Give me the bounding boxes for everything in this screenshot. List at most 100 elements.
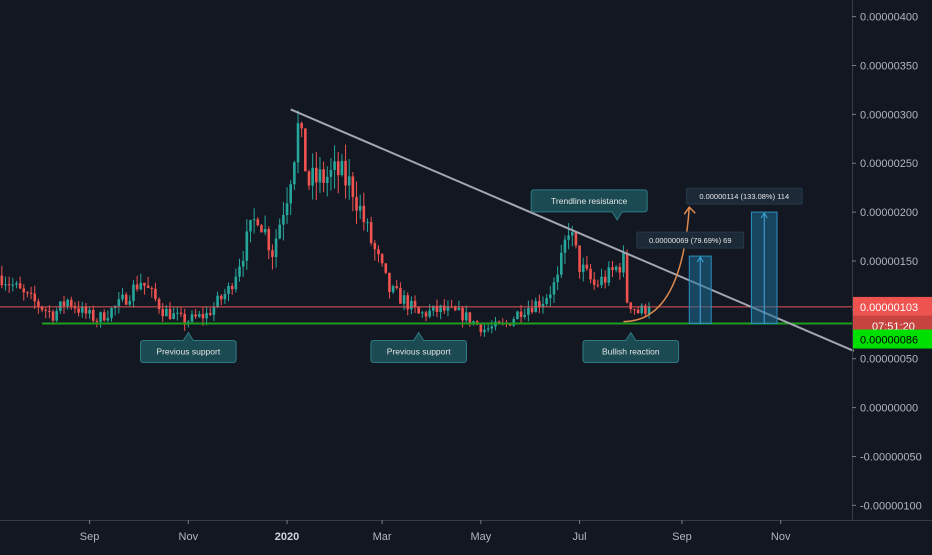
callout-box: [530, 189, 648, 221]
candle-body: [574, 232, 578, 246]
candle-body: [238, 266, 241, 277]
candle-body: [249, 220, 252, 232]
candle-body: [274, 238, 278, 257]
candle-body: [358, 205, 362, 211]
x-tick-label: Jul: [573, 531, 587, 543]
callout-trendline-res[interactable]: Trendline resistance: [530, 189, 648, 221]
candle-body: [585, 264, 589, 269]
candle-body: [59, 301, 62, 311]
candle-body: [245, 231, 249, 261]
x-tick-label: Mar: [373, 531, 392, 543]
candle-body: [322, 169, 325, 183]
candle-body: [563, 239, 567, 253]
measure-boxes[interactable]: 0.00000069 (79.69%) 69 0.00000114 (133.08…: [636, 187, 803, 325]
candle-body: [545, 298, 548, 304]
candle-body: [88, 309, 91, 314]
candle-body: [66, 299, 69, 307]
candle-body: [581, 264, 585, 273]
candle-body: [384, 263, 388, 273]
candle-body: [165, 308, 168, 317]
candle-body: [428, 310, 431, 317]
projection-arrowhead: [683, 206, 696, 215]
callout-prev-support-2[interactable]: Previous support: [370, 331, 467, 364]
candle-body: [344, 160, 347, 186]
candle-body: [271, 250, 274, 257]
candle-body: [647, 306, 651, 314]
callout-box: [582, 331, 680, 364]
candle-body: [519, 311, 523, 317]
candle-body: [197, 314, 201, 317]
current-price-tag: [853, 296, 932, 316]
candle-body: [395, 286, 399, 288]
candle-body: [132, 284, 135, 301]
candle-body: [549, 294, 552, 299]
candle-body: [51, 311, 55, 321]
support-price-value: 0.00000086: [860, 335, 918, 347]
candle-body: [486, 328, 490, 330]
candle-body: [399, 287, 402, 304]
candle-body: [99, 312, 102, 322]
candle-body: [289, 184, 293, 204]
candle-body: [216, 295, 219, 307]
annotations[interactable]: Previous support Previous support Trendlin…: [140, 189, 680, 364]
candle-body: [95, 320, 99, 322]
candle-body: [201, 314, 205, 319]
candle-body: [318, 169, 322, 183]
current-price-value: 0.00000103: [860, 302, 918, 314]
support-price-tag: [853, 329, 932, 349]
candle-body: [315, 167, 318, 183]
candle-body: [472, 321, 475, 324]
candle-body: [391, 286, 395, 293]
candle-body: [325, 176, 329, 183]
candle-body: [48, 310, 51, 312]
candle-body: [102, 312, 106, 321]
candle-body: [432, 305, 435, 311]
y-tick-label: 0.00000150: [860, 256, 918, 268]
candle-body: [410, 300, 413, 310]
candle-body: [172, 313, 175, 320]
candle-body: [512, 319, 516, 326]
candle-body: [347, 176, 351, 186]
candle-body: [91, 309, 95, 321]
candle-body: [176, 312, 179, 314]
callout-text: Previous support: [387, 347, 451, 357]
measure-label: 0.00000069 (79.69%) 69: [649, 236, 732, 245]
candle-body: [439, 305, 442, 312]
candle-body: [336, 161, 340, 176]
candle-body: [285, 203, 289, 216]
y-tick-label: 0.00000400: [860, 12, 918, 24]
candle-body: [121, 294, 124, 300]
candle-body: [18, 283, 22, 289]
candle-body: [0, 275, 4, 286]
candle-body: [230, 285, 234, 290]
callout-prev-support-1[interactable]: Previous support: [140, 331, 237, 364]
candle-body: [362, 205, 366, 223]
time-axis[interactable]: Sep Nov 2020 Mar May Jul Sep Nov: [80, 520, 791, 543]
candle-body: [40, 306, 44, 310]
candle-body: [552, 282, 556, 295]
y-tick-label: -0.00000050: [860, 451, 922, 463]
candle-body: [194, 314, 197, 317]
candle-body: [373, 243, 377, 250]
x-tick-label: Nov: [179, 531, 199, 543]
candle-body: [33, 293, 37, 302]
candle-body: [219, 295, 223, 300]
candle-body: [296, 123, 300, 163]
candle-body: [77, 308, 80, 313]
candle-body: [578, 245, 581, 273]
candle-body: [600, 276, 603, 286]
candle-body: [304, 128, 307, 172]
callout-bullish-reaction[interactable]: Bullish reaction: [582, 331, 680, 364]
candle-body: [252, 219, 256, 221]
y-tick-label: 0.00000350: [860, 60, 918, 72]
candle-body: [234, 276, 238, 290]
candle-body: [446, 306, 450, 311]
candle-body: [241, 260, 245, 267]
candle-body: [143, 282, 146, 286]
x-tick-label: Sep: [672, 531, 692, 543]
x-tick-label: May: [470, 531, 491, 543]
candle-body: [479, 324, 483, 333]
candle-body: [614, 266, 618, 271]
